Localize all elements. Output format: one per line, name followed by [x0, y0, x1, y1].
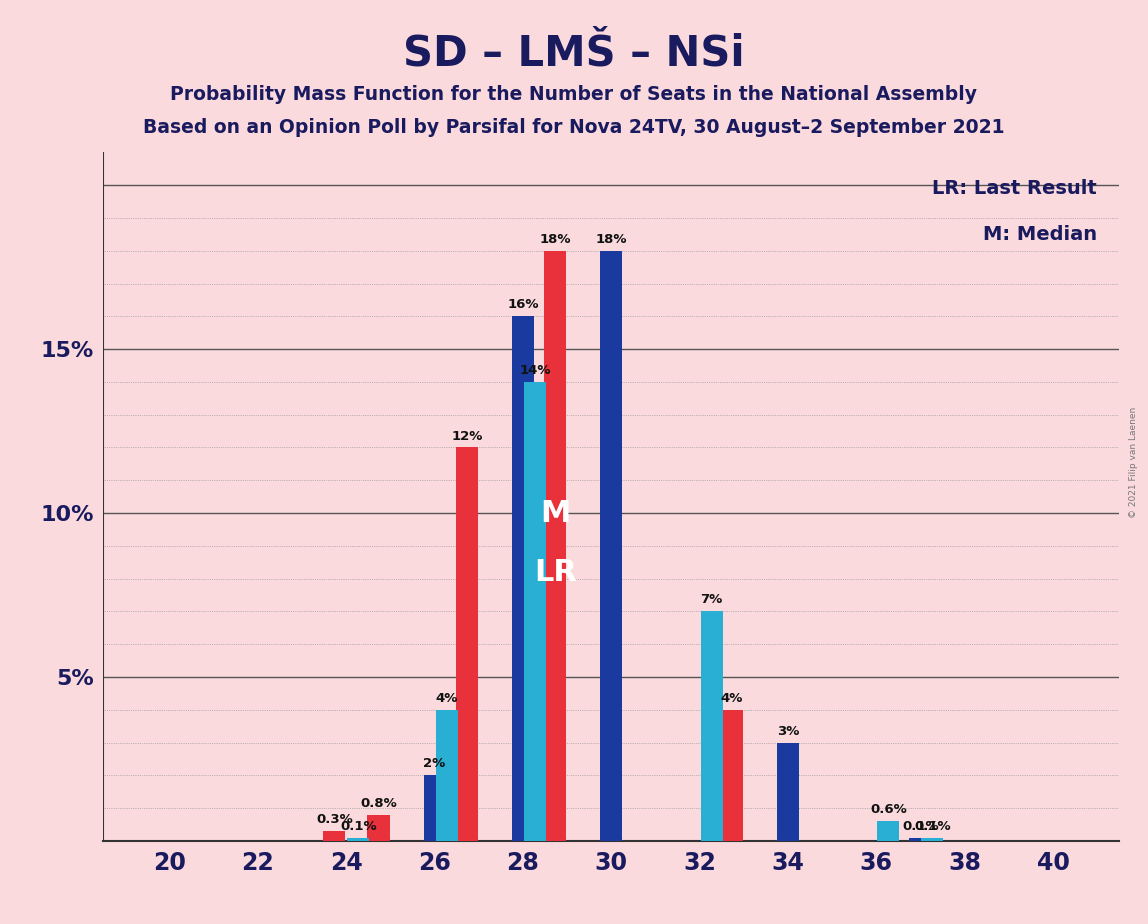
Text: Based on an Opinion Poll by Parsifal for Nova 24TV, 30 August–2 September 2021: Based on an Opinion Poll by Parsifal for… [144, 118, 1004, 138]
Bar [777, 743, 799, 841]
Bar [600, 250, 622, 841]
Text: 3%: 3% [777, 724, 799, 737]
Text: 2%: 2% [424, 758, 445, 771]
Bar [324, 831, 346, 841]
Bar [424, 775, 445, 841]
Bar [435, 710, 458, 841]
Bar [721, 710, 743, 841]
Text: LR: Last Result: LR: Last Result [932, 178, 1097, 198]
Text: LR: LR [534, 557, 576, 587]
Bar [922, 837, 944, 841]
Text: M: Median: M: Median [983, 225, 1097, 244]
Text: 0.1%: 0.1% [340, 820, 377, 833]
Bar [523, 382, 546, 841]
Bar [347, 837, 370, 841]
Text: 4%: 4% [721, 692, 743, 705]
Text: 0.1%: 0.1% [914, 820, 951, 833]
Bar [877, 821, 899, 841]
Bar [909, 837, 931, 841]
Text: 0.1%: 0.1% [902, 820, 939, 833]
Text: 12%: 12% [451, 430, 482, 443]
Text: © 2021 Filip van Laenen: © 2021 Filip van Laenen [1128, 407, 1138, 517]
Text: 7%: 7% [700, 593, 723, 606]
Text: 0.6%: 0.6% [870, 803, 907, 816]
Text: 16%: 16% [507, 298, 538, 311]
Text: 0.3%: 0.3% [316, 813, 352, 826]
Bar [544, 250, 566, 841]
Text: 14%: 14% [519, 364, 551, 377]
Text: 4%: 4% [435, 692, 458, 705]
Text: 18%: 18% [596, 233, 627, 246]
Text: 18%: 18% [540, 233, 571, 246]
Bar [512, 316, 534, 841]
Text: M: M [540, 499, 571, 528]
Text: SD – LMŠ – NSi: SD – LMŠ – NSi [403, 32, 745, 74]
Text: Probability Mass Function for the Number of Seats in the National Assembly: Probability Mass Function for the Number… [171, 85, 977, 104]
Bar [456, 447, 478, 841]
Text: 0.8%: 0.8% [360, 796, 397, 809]
Bar [700, 612, 722, 841]
Bar [367, 815, 389, 841]
